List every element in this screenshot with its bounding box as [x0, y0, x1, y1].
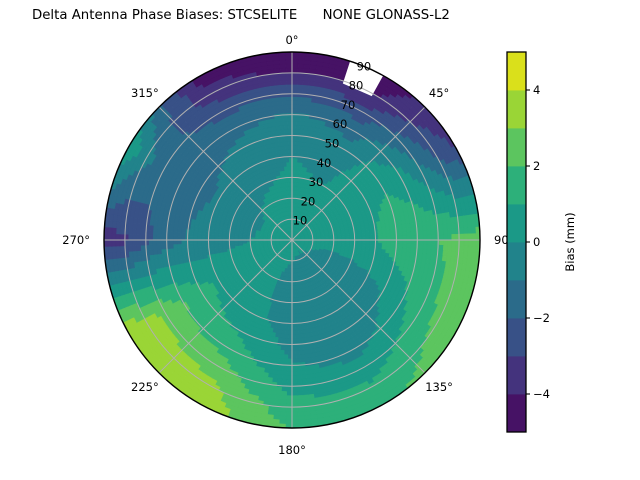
colorbar-band — [507, 204, 526, 243]
angular-tick-315: 315° — [131, 86, 159, 100]
radial-tick-50: 50 — [325, 137, 340, 151]
colorbar-axis-label: Bias (mm) — [563, 212, 577, 271]
colorbar-band — [507, 52, 526, 91]
polar-outer-spine — [103, 51, 481, 429]
radial-tick-30: 30 — [309, 175, 324, 189]
angular-tick-90: 90 — [494, 233, 509, 247]
colorbar-band — [507, 90, 526, 129]
angular-tick-180: 180° — [278, 443, 306, 457]
colorbar-band — [507, 280, 526, 319]
colorbar-band — [507, 318, 526, 357]
angular-tick-45: 45° — [429, 86, 449, 100]
colorbar-tick-label: 0 — [533, 235, 540, 249]
figure-title: Delta Antenna Phase Biases: STCSELITE NO… — [32, 8, 450, 23]
colorbar-band — [507, 394, 526, 433]
radial-tick-20: 20 — [301, 194, 316, 208]
colorbar-tick-label: −4 — [533, 387, 550, 401]
angular-tick-135: 135° — [425, 380, 453, 394]
colorbar: 4 2 0 −2 −4 Bias (mm) — [506, 51, 577, 433]
polar-grid — [104, 52, 480, 428]
radial-tick-10: 10 — [293, 214, 308, 228]
colorbar-tick-label: −2 — [533, 311, 550, 325]
radial-tick-60: 60 — [333, 117, 348, 131]
radial-tick-80: 80 — [349, 79, 364, 93]
angular-tick-labels: 0° 45° 90 135° 180° 225° 270° 315° — [62, 33, 508, 457]
colorbar-tick-label: 4 — [533, 83, 540, 97]
angular-tick-270: 270° — [62, 233, 90, 247]
colorbar-band — [507, 166, 526, 205]
angular-tick-225: 225° — [131, 380, 159, 394]
radial-tick-40: 40 — [317, 156, 332, 170]
colorbar-tick-label: 2 — [533, 159, 540, 173]
colorbar-band — [507, 128, 526, 167]
colorbar-band — [507, 242, 526, 281]
radial-tick-90: 90 — [357, 59, 372, 73]
angular-tick-0: 0° — [285, 33, 298, 47]
contour-field — [104, 52, 480, 428]
radial-tick-70: 70 — [341, 98, 356, 112]
colorbar-band — [507, 356, 526, 395]
radial-tick-labels: 10 20 30 40 50 60 70 80 90 — [293, 59, 372, 227]
